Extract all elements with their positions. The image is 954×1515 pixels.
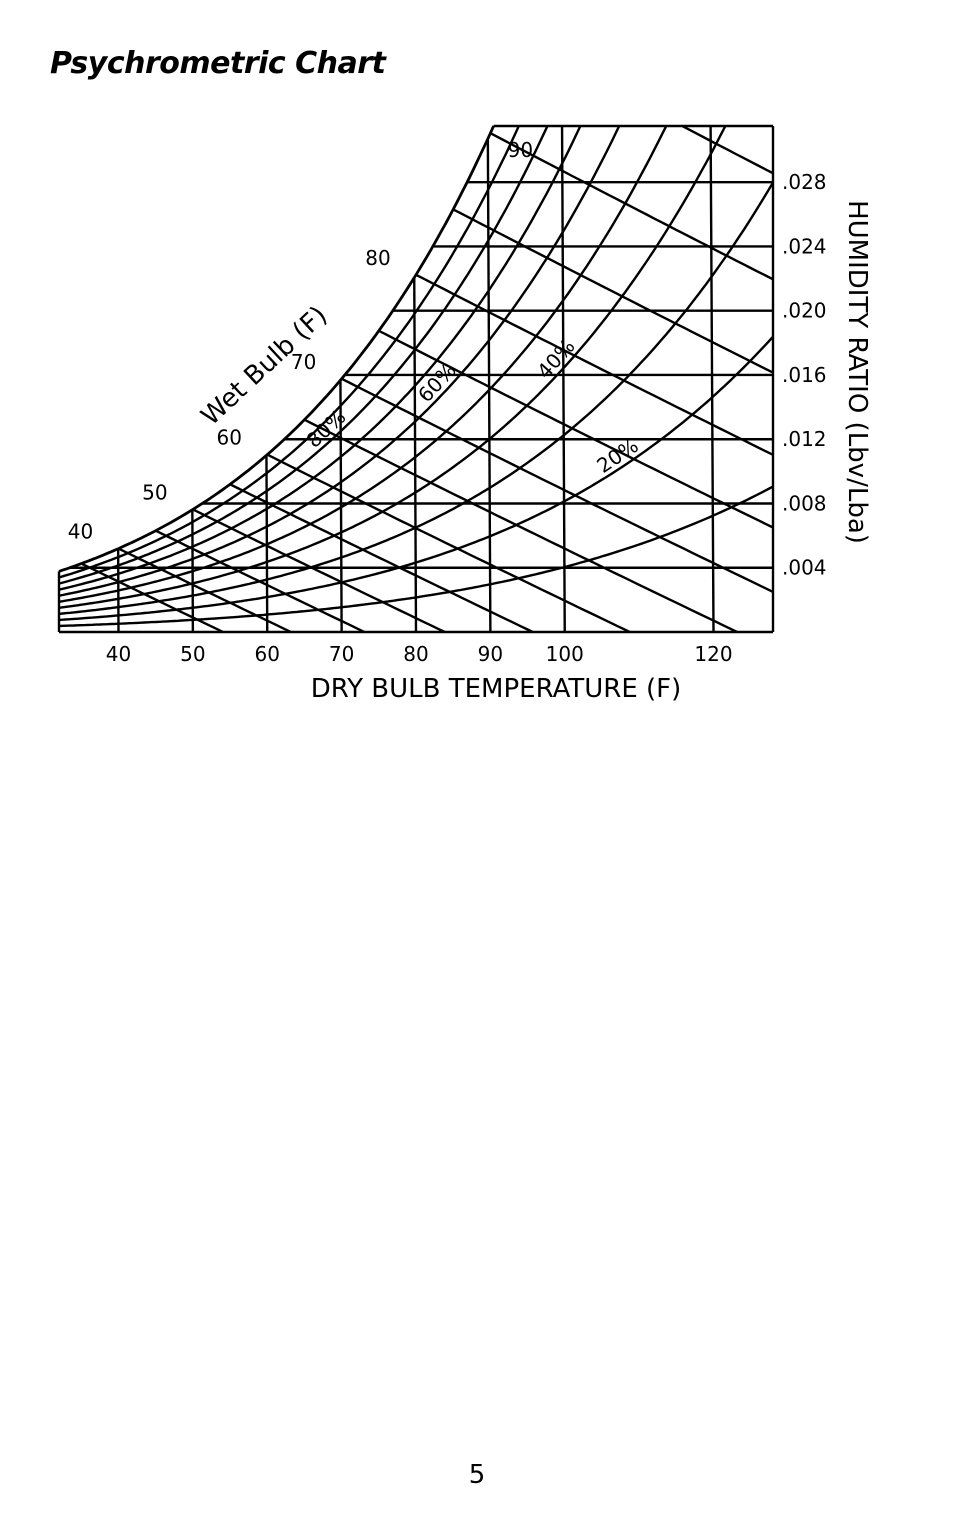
psychrometric-chart: .004 .008 .012 .016 .020 .024 .028 40 50 60 70 80 90… <box>57 124 872 704</box>
relative-humidity-curve <box>59 126 773 597</box>
y-tick-label: .008 <box>782 491 827 515</box>
chart-frame <box>57 124 775 634</box>
x-tick-label: 70 <box>329 642 354 666</box>
dry-bulb-line <box>412 126 418 632</box>
relative-humidity-curve <box>59 126 773 616</box>
relative-humidity-curve <box>59 430 773 628</box>
wet-bulb-value-label: 70 <box>291 350 316 374</box>
saturation-curve <box>58 125 495 573</box>
wet-bulb-line <box>341 377 773 632</box>
wet-bulb-value-label: 80 <box>365 246 390 270</box>
wet-bulb-line <box>452 208 773 419</box>
dry-bulb-line <box>709 126 715 632</box>
wet-bulb-value-label: 60 <box>217 426 242 450</box>
wet-bulb-value-label: 90 <box>508 138 533 162</box>
x-tick-label: 90 <box>478 642 503 666</box>
wet-bulb-line <box>80 562 298 632</box>
wet-bulb-line <box>155 529 439 632</box>
wet-bulb-line <box>117 547 365 632</box>
y-tick-label: .024 <box>782 234 827 258</box>
relative-humidity-curve <box>59 126 773 609</box>
y-tick-label: .028 <box>782 170 827 194</box>
wet-bulb-line <box>527 126 773 221</box>
y-tick-label: .016 <box>782 363 827 387</box>
wet-bulb-value-label: 50 <box>142 480 167 504</box>
wet-bulb-line <box>378 329 773 572</box>
wet-bulb-line <box>489 132 773 326</box>
wet-bulb-line <box>415 273 773 500</box>
y-tick-label: .012 <box>782 427 827 451</box>
wet-bulb-value-label: 40 <box>68 520 93 544</box>
dry-bulb-line <box>560 126 566 632</box>
x-axis-label: DRY BULB TEMPERATURE (F) <box>311 674 682 704</box>
dry-bulb-line <box>189 126 195 632</box>
y-axis-label: HUMIDITY RATIO (Lbv/Lba) <box>842 200 872 544</box>
relative-humidity-curve <box>59 221 773 622</box>
chart-curves <box>59 126 773 628</box>
x-tick-label: 120 <box>694 642 732 666</box>
x-tick-label: 60 <box>255 642 280 666</box>
y-tick-label: .004 <box>782 556 827 580</box>
x-tick-label: 80 <box>403 642 428 666</box>
relative-humidity-curve <box>59 126 773 603</box>
page-number: 5 <box>468 1460 486 1490</box>
x-tick-label: 100 <box>546 642 584 666</box>
wet-bulb-line <box>303 418 773 632</box>
relative-humidity-curve <box>59 126 773 579</box>
x-tick-label: 50 <box>180 642 205 666</box>
wet-bulb-line <box>229 483 603 632</box>
wet-bulb-line <box>266 453 700 632</box>
dry-bulb-line <box>486 126 492 632</box>
relative-humidity-curve <box>59 126 773 585</box>
page-title: Psychrometric Chart <box>50 46 386 81</box>
x-tick-label: 40 <box>106 642 131 666</box>
y-tick-label: .020 <box>782 299 827 323</box>
relative-humidity-curve <box>59 126 773 591</box>
